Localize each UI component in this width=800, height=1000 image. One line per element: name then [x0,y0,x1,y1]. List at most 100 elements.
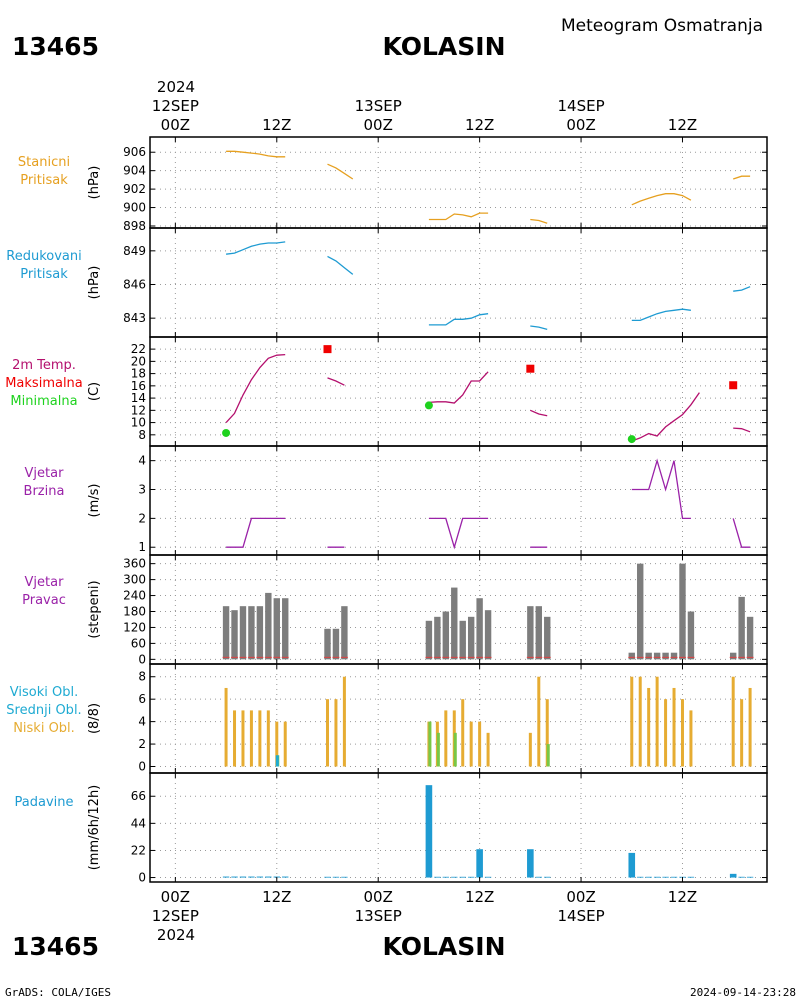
y-tick-label: 18 [131,367,146,381]
footer-timestamp: 2024-09-14-23:28 [690,986,796,999]
y-tick-label: 12 [131,403,146,417]
panel-label: Visoki Obl. [10,685,78,700]
time-date-label-bottom: 12SEP [152,907,199,925]
y-axis-label: (stepeni) [87,580,102,638]
series-line [428,212,489,221]
y-tick-label: 14 [131,391,146,405]
precip-bar [476,849,483,878]
y-tick-label: 2 [138,737,146,751]
series-line [631,458,691,520]
max-temp-marker [729,381,738,390]
panel-redukovani: 849 846 843 (hPa) Redukovani Pritisak [6,227,768,338]
panel-label: Padavine [15,795,74,810]
low-cloud-bar [461,699,465,767]
plot-area-padavine [150,773,767,882]
precip-trace-bar [442,876,450,878]
precip-trace-bar [324,876,331,878]
precip-trace-bar [662,876,669,878]
mid-cloud-bar [428,721,432,767]
low-cloud-bar [748,687,752,767]
direction-bar [324,628,331,660]
time-tick-label-bottom: 12Z [262,888,291,906]
panel-label: Redukovani [6,249,81,264]
low-cloud-bar [537,676,541,767]
direction-bar [653,652,661,660]
direction-bar [637,563,644,660]
y-tick-label: 0 [138,871,146,885]
precip-trace-bar [467,876,475,878]
direction-bar [467,616,475,660]
precip-bar [729,873,737,878]
mid-cloud-bar [546,744,550,767]
series-line [226,517,286,548]
high-cloud-bar [275,755,279,767]
low-cloud-bar [224,687,228,767]
precip-trace-bar [256,876,264,878]
series-line [530,325,548,331]
precip-trace-bar [746,876,754,878]
series-line [327,377,345,386]
low-cloud-bar [731,676,735,767]
grads-credit: GrADS: COLA/IGES [5,986,111,999]
time-tick-label-bottom: 12Z [465,888,494,906]
precip-trace-bar [231,876,238,878]
series-line [428,517,489,550]
series-line [327,255,354,275]
series-line [733,286,751,292]
precip-trace-bar [459,876,466,878]
low-cloud-bar [469,721,473,767]
panel-frame [149,772,768,883]
plot-area-temperatura [150,337,767,446]
y-tick-label: 10 [131,416,146,430]
y-tick-label: 4 [138,454,146,468]
panel-label: Minimalna [10,394,77,409]
station-name-top: KOLASIN [382,32,505,61]
low-cloud-bar [638,676,642,767]
low-cloud-bar [647,687,651,767]
y-tick-label: 60 [131,636,146,650]
direction-bar [248,606,255,660]
direction-bar [273,598,280,660]
direction-bar [670,652,678,660]
panel-label: Pritisak [20,173,68,188]
y-tick-label: 240 [123,589,146,603]
y-tick-label: 843 [123,311,146,325]
precip-trace-bar [332,876,340,878]
precip-trace-bar [653,876,661,878]
precip-trace-bar [265,876,272,878]
y-tick-label: 902 [123,182,146,196]
y-tick-label: 22 [131,843,146,857]
series-line [428,371,489,404]
low-cloud-bar [275,721,279,767]
y-tick-label: 4 [138,715,146,729]
y-tick-label: 16 [131,379,146,393]
precip-trace-bar [645,876,652,878]
precip-trace-bar [484,876,492,878]
low-cloud-bar [680,699,684,767]
max-temp-marker [323,345,332,354]
time-tick-label-top: 12Z [668,116,697,134]
time-date-label-bottom: 14SEP [557,907,604,925]
precip-trace-bar [687,876,695,878]
panel-label: 2m Temp. [12,358,76,373]
time-date-label-top: 13SEP [355,97,402,115]
direction-bar [442,611,450,660]
series-line [428,313,489,326]
low-cloud-bar [740,699,744,767]
min-temp-marker [424,401,433,410]
precip-trace-bar [434,876,441,878]
low-cloud-bar [630,676,634,767]
direction-bar [222,606,230,660]
direction-bar [425,620,433,660]
y-tick-label: 900 [123,201,146,215]
low-cloud-bar [689,710,693,767]
low-cloud-bar [478,721,482,767]
low-cloud-bar [233,710,237,767]
low-cloud-bar [342,676,346,767]
direction-bar [679,563,686,660]
min-temp-marker [627,435,636,444]
